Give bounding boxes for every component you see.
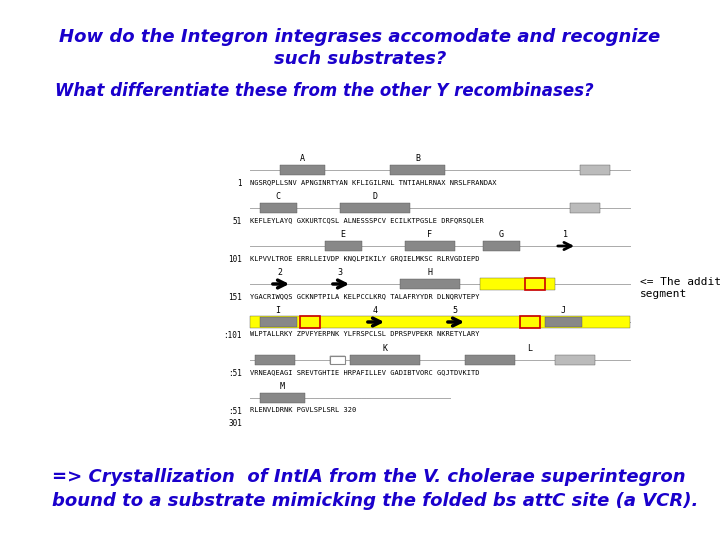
Text: B: B [415, 154, 420, 163]
Text: C: C [276, 192, 281, 201]
Bar [555, 355, 595, 365]
Bar [525, 278, 545, 290]
Text: 1: 1 [238, 179, 242, 187]
Text: 4: 4 [372, 306, 377, 315]
Bar [300, 316, 320, 328]
Bar [330, 356, 345, 364]
Bar [545, 317, 582, 327]
Text: I: I [276, 306, 281, 315]
Text: F: F [428, 230, 433, 239]
Bar [280, 165, 325, 175]
Text: segment: segment [640, 289, 688, 299]
Text: D: D [372, 192, 377, 201]
Text: NGSRQPLLSNV APNGINRTYAN KFLIGILRNL TNTIAHLRNAX NRSLFRANDAX: NGSRQPLLSNV APNGINRTYAN KFLIGILRNL TNTIA… [250, 179, 497, 185]
Text: YGACRIWQQS GCKNPTPILA KELPCCLKRQ TALAFRYYDR DLNQRVTEPY: YGACRIWQQS GCKNPTPILA KELPCCLKRQ TALAFRY… [250, 293, 480, 299]
Bar [400, 279, 460, 289]
Bar [570, 203, 600, 213]
Text: E: E [341, 230, 346, 239]
Text: L: L [528, 344, 533, 353]
Text: :51: :51 [228, 407, 242, 415]
Bar [255, 355, 295, 365]
Bar [580, 165, 610, 175]
Bar [480, 278, 555, 290]
Text: What differentiate these from the other Y recombinases?: What differentiate these from the other … [55, 82, 593, 100]
Text: VRNEAQEAGI SREVTGHTIE HRPAFILLEV GADIBTVORC GQJTDVKITD: VRNEAQEAGI SREVTGHTIE HRPAFILLEV GADIBTV… [250, 369, 480, 375]
Text: such substrates?: such substrates? [274, 50, 446, 68]
Text: KEFLEYLAYQ GXKURTCQSL ALNESSSPCV ECILKTPGSLE DRFQRSQLER: KEFLEYLAYQ GXKURTCQSL ALNESSSPCV ECILKTP… [250, 217, 484, 223]
Text: => Crystallization  of IntIA from the V. cholerae superintegron: => Crystallization of IntIA from the V. … [52, 468, 685, 486]
Text: KLPVVLTROE ERRLLEIVDP KNQLPIKILY GRQIELMKSC RLRVGDIEPD: KLPVVLTROE ERRLLEIVDP KNQLPIKILY GRQIELM… [250, 255, 480, 261]
Bar [260, 317, 297, 327]
Text: 101: 101 [228, 254, 242, 264]
Bar [260, 203, 297, 213]
Text: How do the Integron integrases accomodate and recognize: How do the Integron integrases accomodat… [59, 28, 661, 46]
Bar [405, 241, 455, 251]
Text: :101: :101 [223, 330, 242, 340]
Text: K: K [382, 344, 387, 353]
Bar [483, 241, 520, 251]
Bar [260, 393, 305, 403]
Text: 151: 151 [228, 293, 242, 301]
Text: RLENVLDRNK PGVLSPLSRL 320: RLENVLDRNK PGVLSPLSRL 320 [250, 407, 356, 413]
Bar [325, 241, 362, 251]
Text: 51: 51 [233, 217, 242, 226]
Bar [465, 355, 515, 365]
Text: 5: 5 [452, 306, 457, 315]
Text: M: M [279, 382, 284, 391]
Bar [350, 355, 420, 365]
Text: :51: :51 [228, 368, 242, 377]
Text: 3: 3 [338, 268, 343, 277]
Text: <= The additional: <= The additional [640, 277, 720, 287]
Text: H: H [428, 268, 433, 277]
Text: J: J [560, 306, 565, 315]
Text: bound to a substrate mimicking the folded bs attC site (a VCR).: bound to a substrate mimicking the folde… [52, 492, 698, 510]
Text: G: G [498, 230, 503, 239]
Bar [340, 203, 410, 213]
Bar [250, 316, 630, 328]
Text: A: A [300, 154, 305, 163]
Text: 301: 301 [228, 418, 242, 428]
Bar [330, 356, 345, 364]
Text: 1: 1 [562, 230, 567, 239]
Text: WLPTALLRKY ZPVFYERPNK YLFRSPCLSL DPRSPVPEKR NKRETYLARY: WLPTALLRKY ZPVFYERPNK YLFRSPCLSL DPRSPVP… [250, 331, 480, 337]
Bar [390, 165, 445, 175]
Text: 2: 2 [277, 268, 282, 277]
Bar [520, 316, 540, 328]
